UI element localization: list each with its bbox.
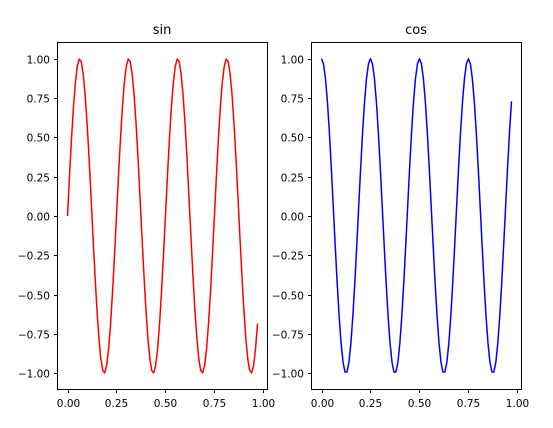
- sin-y-tick-label: −0.50: [18, 291, 50, 303]
- cos-x-tick-label: 0.50: [408, 398, 431, 410]
- cos-y-tick-label: 0.50: [281, 133, 304, 145]
- sin-y-tick-label: 0.50: [27, 133, 50, 145]
- cos-y-tick-label: 0.25: [281, 173, 304, 185]
- cos-x-tick-label: 1.00: [506, 398, 529, 410]
- sin-x-tick-label: 0.75: [203, 398, 226, 410]
- sin-y-tick-label: −0.75: [18, 330, 50, 342]
- sin-x-tick-label: 1.00: [252, 398, 275, 410]
- sin-x-axis: 0.00 0.25 0.50 0.75 1.00: [57, 389, 275, 410]
- cos-x-tick-label: 0.75: [457, 398, 480, 410]
- cos-y-tick-label: 0.75: [281, 94, 304, 106]
- cos-y-tick-label: −1.00: [272, 369, 304, 381]
- cos-y-axis: 1.00 0.75 0.50 0.25 0.00 −0.25 −0.50 −0.75 −1.00: [272, 55, 312, 381]
- sin-x-tick-label: 0.25: [105, 398, 128, 410]
- sin-y-tick-label: 0.75: [27, 94, 50, 106]
- sin-x-tick-label: 0.50: [154, 398, 177, 410]
- sin-panel-title: sin: [153, 23, 172, 38]
- sin-y-tick-label: −0.25: [18, 251, 50, 263]
- cos-y-tick-label: −0.25: [272, 251, 304, 263]
- sin-plot: [66, 58, 259, 374]
- cos-panel-title: cos: [405, 23, 427, 38]
- cos-panel: cos 1.00 0.75 0.50 0.25 0.00 −0.25 −0.50 −0.75 −…: [272, 23, 529, 410]
- sin-y-tick-label: 1.00: [27, 55, 50, 67]
- cos-x-axis: 0.00 0.25 0.50 0.75 1.00: [311, 389, 529, 410]
- cos-y-tick-label: −0.50: [272, 291, 304, 303]
- cos-y-tick-label: −0.75: [272, 330, 304, 342]
- sin-y-axis: 1.00 0.75 0.50 0.25 0.00 −0.25 −0.50 −0.75 −1.00: [18, 55, 58, 381]
- sin-y-tick-label: −1.00: [18, 369, 50, 381]
- sin-y-tick-label: 0.00: [27, 212, 50, 224]
- cos-x-tick-label: 0.00: [311, 398, 334, 410]
- cos-plot: [320, 57, 513, 373]
- sin-y-tick-label: 0.25: [27, 173, 50, 185]
- cos-series-line: [320, 57, 513, 373]
- cos-x-tick-label: 0.25: [359, 398, 382, 410]
- sin-panel: sin 1.00 0.75 0.50 0.25 0.00 −0.25 −0.50 −0.75 −…: [18, 23, 275, 410]
- cos-y-tick-label: 0.00: [281, 212, 304, 224]
- sin-x-tick-label: 0.00: [57, 398, 80, 410]
- sin-series-line: [66, 58, 259, 374]
- cos-y-tick-label: 1.00: [281, 55, 304, 67]
